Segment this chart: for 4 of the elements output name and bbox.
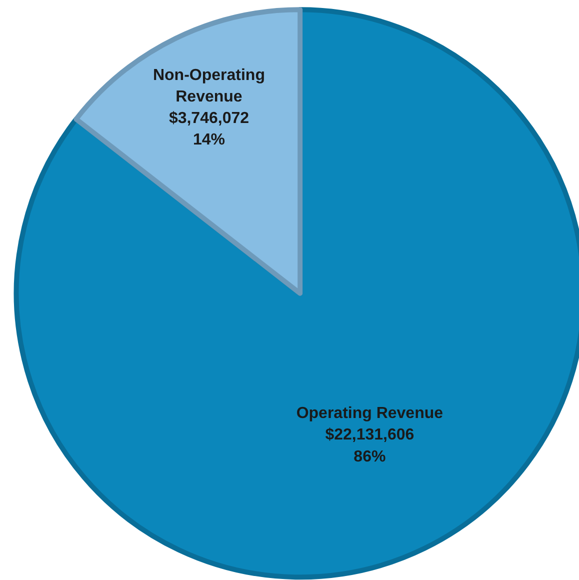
data-label: $3,746,072 14% — [168, 110, 250, 148]
data-label: $22,131,606 86% — [325, 426, 414, 466]
slice-label: Operating Revenue — [296, 405, 444, 422]
slice-label: Non-Operating Revenue — [152, 66, 265, 106]
